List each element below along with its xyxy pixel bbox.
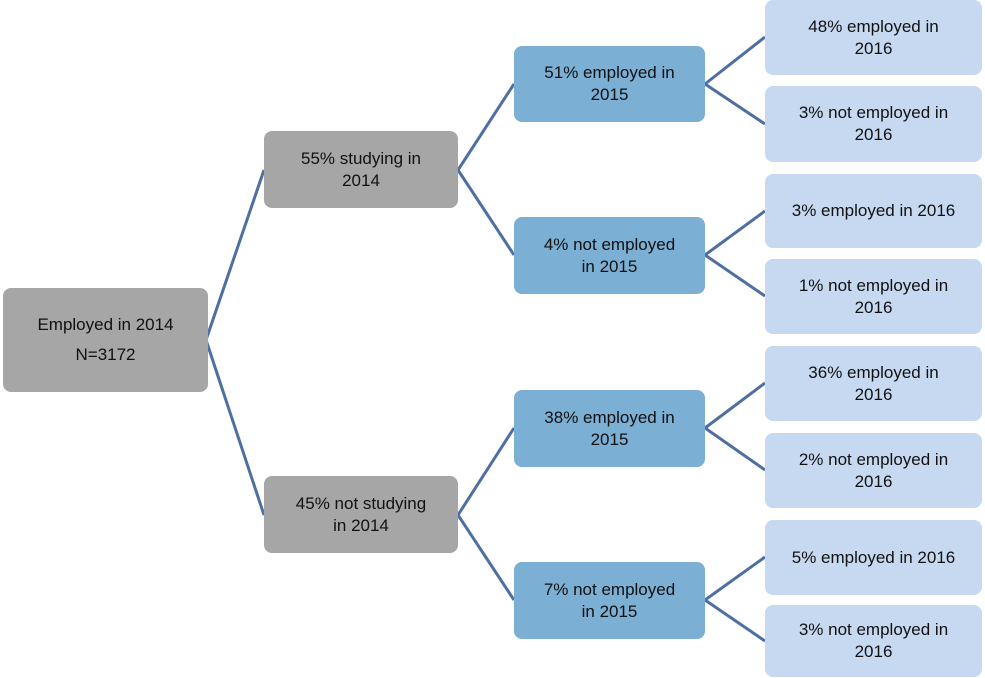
node-label: 2016 bbox=[854, 125, 893, 144]
connector bbox=[704, 253, 766, 298]
connector bbox=[456, 83, 516, 171]
tree-node: 7% not employed in 2015 bbox=[514, 562, 705, 639]
connector bbox=[704, 82, 766, 126]
connector bbox=[704, 555, 766, 602]
connector bbox=[704, 209, 766, 257]
node-label: 51% employed in bbox=[544, 63, 675, 82]
node-label: 5% employed in 2016 bbox=[791, 547, 956, 567]
connector bbox=[456, 427, 516, 516]
node-label: 2015 bbox=[590, 429, 629, 449]
node-label: 3% not employed in bbox=[798, 620, 949, 639]
node-label: 2016 bbox=[854, 297, 893, 317]
node-label: in 2014 bbox=[333, 515, 389, 535]
node-label: 38% employed in bbox=[544, 407, 675, 427]
tree-node: 1% not employed in 2016 bbox=[765, 259, 982, 334]
node-label: 55% studying in bbox=[300, 148, 422, 168]
node-label: 3% not employed in bbox=[798, 103, 949, 122]
connector bbox=[704, 598, 766, 643]
tree-node: 4% not employed in 2015 bbox=[514, 217, 705, 294]
connector bbox=[204, 169, 266, 341]
connector bbox=[704, 35, 766, 86]
tree-node: 36% employed in 2016 bbox=[765, 346, 982, 421]
node-label: 48% employed in bbox=[808, 16, 939, 36]
node-label: Employed in 2014 bbox=[37, 315, 174, 334]
node-label: 2016 bbox=[854, 38, 893, 58]
node-label: 2014 bbox=[342, 170, 380, 190]
tree-node: 2% not employed in 2016 bbox=[765, 433, 982, 508]
connector bbox=[704, 426, 766, 472]
node-label: 7% not employed bbox=[543, 579, 676, 599]
node-label: N=3172 bbox=[75, 345, 136, 364]
node-label: 2016 bbox=[854, 471, 893, 491]
tree-node: 3% employed in 2016 bbox=[765, 174, 982, 248]
connector bbox=[204, 339, 266, 516]
node-label: in 2015 bbox=[581, 256, 638, 276]
tree-node: 51% employed in 2015 bbox=[514, 46, 705, 122]
node-label: 36% employed in bbox=[808, 362, 939, 382]
node-label: 2016 bbox=[854, 642, 893, 661]
tree-node: 45% not studying in 2014 bbox=[264, 476, 458, 553]
node-label: 3% employed in 2016 bbox=[791, 201, 956, 220]
tree-node: 48% employed in 2016 bbox=[765, 0, 982, 75]
node-label: 45% not studying bbox=[295, 493, 427, 513]
node-label: 4% not employed bbox=[543, 234, 676, 254]
connector bbox=[456, 514, 516, 601]
connector bbox=[456, 169, 516, 256]
node-label: 2015 bbox=[590, 85, 629, 104]
tree-node: Employed in 2014 N=3172 bbox=[3, 288, 208, 392]
tree-node: 55% studying in 2014 bbox=[264, 131, 458, 208]
tree-node: 3% not employed in 2016 bbox=[765, 605, 982, 677]
node-label: 2% not employed in bbox=[798, 449, 949, 469]
node-label: 2016 bbox=[854, 384, 893, 404]
tree-node: 5% employed in 2016 bbox=[765, 520, 982, 595]
node-label: 1% not employed in bbox=[798, 275, 949, 295]
tree-node: 38% employed in 2015 bbox=[514, 390, 705, 467]
node-label: in 2015 bbox=[581, 601, 638, 621]
tree-node: 3% not employed in 2016 bbox=[765, 86, 982, 162]
connector bbox=[704, 381, 766, 430]
